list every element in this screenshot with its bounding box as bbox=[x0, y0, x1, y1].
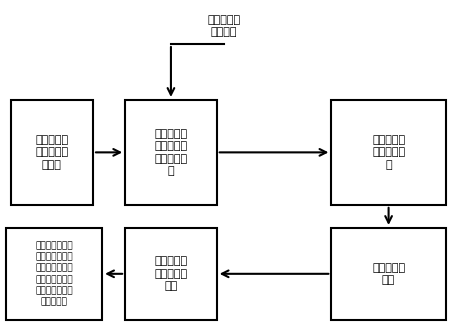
Text: 建立滑模观
测器: 建立滑模观 测器 bbox=[372, 262, 405, 285]
FancyBboxPatch shape bbox=[125, 100, 217, 205]
Text: 建立相关汽
车动力学模
型: 建立相关汽 车动力学模 型 bbox=[372, 135, 405, 170]
FancyBboxPatch shape bbox=[125, 228, 217, 320]
Text: 确立滑模面
和等效重注
信号: 确立滑模面 和等效重注 信号 bbox=[154, 257, 188, 291]
FancyBboxPatch shape bbox=[331, 100, 446, 205]
Text: 实际测得的
干扰向量: 实际测得的 干扰向量 bbox=[207, 15, 240, 37]
Text: 确定故障重构信
号，完成对于系
统中存在干扰的
电动助力转向系
统的精确的故障
重构和诊断: 确定故障重构信 号，完成对于系 统中存在干扰的 电动助力转向系 统的精确的故障 … bbox=[35, 242, 73, 306]
FancyBboxPatch shape bbox=[11, 100, 93, 205]
Text: 助力转向系
统安装相关
传感器: 助力转向系 统安装相关 传感器 bbox=[35, 135, 68, 170]
Text: 确定系统当
中的扰动，
确定扰动矩
阵: 确定系统当 中的扰动， 确定扰动矩 阵 bbox=[154, 129, 188, 176]
FancyBboxPatch shape bbox=[6, 228, 102, 320]
FancyBboxPatch shape bbox=[331, 228, 446, 320]
